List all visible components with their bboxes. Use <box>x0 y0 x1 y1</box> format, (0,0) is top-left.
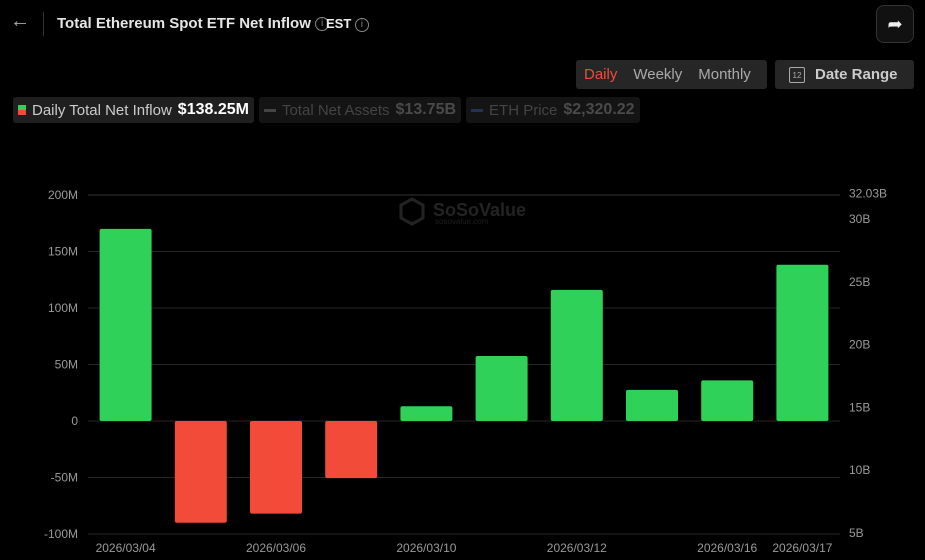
share-button[interactable]: ➦ <box>876 5 914 43</box>
period-tabs: Daily Weekly Monthly <box>576 60 767 89</box>
x-tick-label: 2026/03/12 <box>547 541 607 555</box>
back-arrow-icon[interactable]: ← <box>10 10 30 32</box>
bar <box>99 228 152 421</box>
bar-swatch-icon <box>18 105 26 115</box>
legend-daily-net-inflow[interactable]: Daily Total Net Inflow $138.25M <box>13 97 254 123</box>
y-tick-label: 50M <box>55 358 78 372</box>
y-tick-label: 150M <box>48 245 78 259</box>
watermark-url: sosovalue.com <box>435 217 489 226</box>
header: ← Total Ethereum Spot ETF Net Inflow i E… <box>0 0 925 48</box>
tab-monthly[interactable]: Monthly <box>698 66 751 83</box>
y2-tick-label: 5B <box>849 526 864 540</box>
legend-label: Total Net Assets <box>281 101 390 119</box>
tab-weekly[interactable]: Weekly <box>633 66 683 83</box>
title-text: Total Ethereum Spot ETF Net Inflow <box>57 15 311 32</box>
legend-value: $2,320.22 <box>563 101 635 118</box>
bar <box>475 356 528 421</box>
y-tick-label: 100M <box>48 301 78 315</box>
watermark: SoSoValue sosovalue.com <box>399 197 526 226</box>
bar <box>400 406 453 421</box>
timezone-text: EST <box>326 16 352 31</box>
bar <box>701 380 754 421</box>
info-icon[interactable]: i <box>315 17 330 32</box>
page-title: Total Ethereum Spot ETF Net Inflow i <box>57 15 330 32</box>
legend-total-net-assets[interactable]: Total Net Assets $13.75B <box>258 97 462 123</box>
x-tick-label: 2026/03/06 <box>246 541 306 555</box>
y-tick-label: -50M <box>51 471 78 485</box>
y2-tick-label: 25B <box>849 275 870 289</box>
y-tick-label: 200M <box>48 188 78 202</box>
divider <box>43 12 44 36</box>
timezone-label: EST i <box>326 16 369 32</box>
date-range-label: Date Range <box>815 66 898 83</box>
legend: Daily Total Net Inflow $138.25M Total Net… <box>13 97 640 123</box>
share-icon: ➦ <box>887 14 903 34</box>
y2-tick-label: 30B <box>849 212 870 226</box>
y2-tick-label: 10B <box>849 463 870 477</box>
x-tick-label: 2026/03/16 <box>697 541 757 555</box>
legend-value: $13.75B <box>395 101 457 118</box>
x-tick-label: 2026/03/10 <box>396 541 456 555</box>
legend-label: ETH Price <box>489 101 558 119</box>
info-icon[interactable]: i <box>354 17 369 32</box>
calendar-icon: 12 <box>789 66 805 83</box>
y2-tick-label: 32.03B <box>849 187 887 201</box>
line-swatch-icon <box>263 108 276 112</box>
bar <box>250 421 302 514</box>
legend-eth-price[interactable]: ETH Price $2,320.22 <box>466 97 640 123</box>
bar <box>776 264 829 421</box>
bar <box>174 421 227 523</box>
legend-value: $138.25M <box>177 101 249 118</box>
y2-tick-label: 20B <box>849 338 870 352</box>
tab-daily[interactable]: Daily <box>584 66 618 83</box>
sosovalue-logo-icon <box>399 197 425 226</box>
x-tick-label: 2026/03/17 <box>772 541 832 555</box>
line-swatch-icon <box>471 108 484 112</box>
y2-tick-label: 15B <box>849 400 870 414</box>
y-tick-label: 0 <box>71 414 78 428</box>
legend-label: Daily Total Net Inflow <box>32 101 172 119</box>
bar <box>626 389 678 421</box>
bar <box>550 289 603 421</box>
bar <box>325 421 378 479</box>
date-range-button[interactable]: 12 Date Range <box>775 60 914 89</box>
watermark-brand: SoSoValue <box>433 200 526 220</box>
x-tick-label: 2026/03/04 <box>96 541 156 555</box>
y-tick-label: -100M <box>44 527 78 541</box>
